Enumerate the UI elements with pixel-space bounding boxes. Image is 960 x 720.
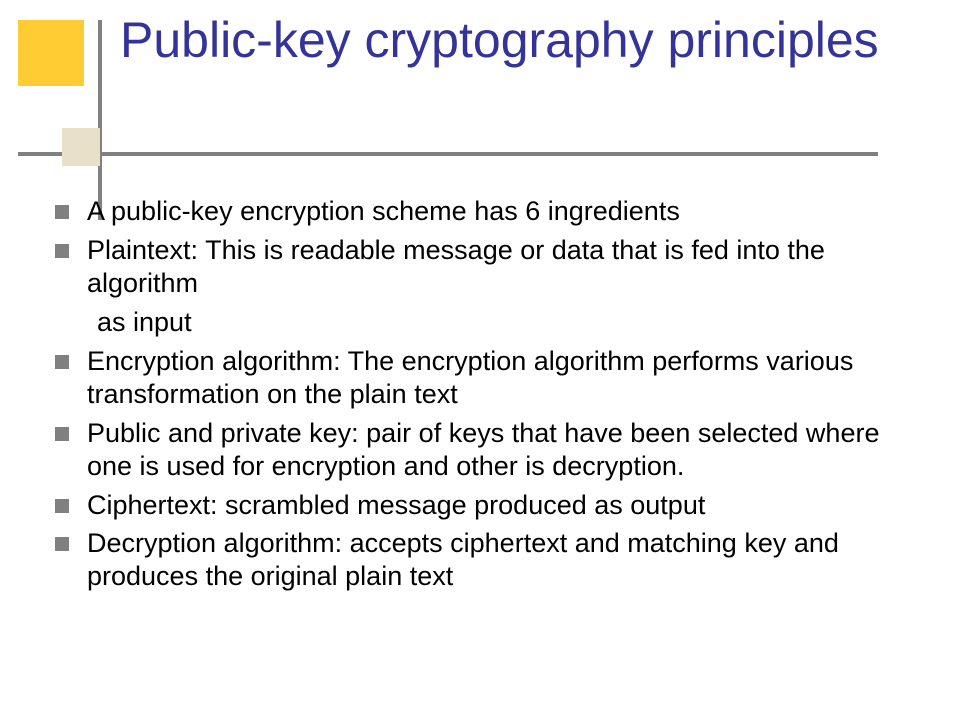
slide-title: Public-key cryptography principles [120, 12, 879, 70]
slide-body: A public-key encryption scheme has 6 ing… [55, 195, 910, 599]
accent-square-light [62, 128, 100, 166]
list-item-text: Decryption algorithm: accepts ciphertext… [87, 527, 910, 593]
bullet-icon [55, 427, 69, 441]
list-item: Decryption algorithm: accepts ciphertext… [55, 527, 910, 593]
list-item: Public and private key: pair of keys tha… [55, 417, 910, 483]
bullet-icon [55, 355, 69, 369]
bullet-icon [55, 244, 69, 258]
list-item: Plaintext: This is readable message or d… [55, 234, 910, 300]
bullet-icon [55, 499, 69, 513]
list-item-text: A public-key encryption scheme has 6 ing… [87, 195, 680, 228]
accent-square-yellow [18, 20, 84, 86]
list-item: A public-key encryption scheme has 6 ing… [55, 195, 910, 228]
vertical-line [98, 20, 102, 220]
list-item-continuation: as input [97, 306, 910, 339]
horizontal-line [18, 152, 878, 156]
list-item-text: Ciphertext: scrambled message produced a… [87, 489, 705, 522]
list-item: Encryption algorithm: The encryption alg… [55, 345, 910, 411]
bullet-icon [55, 205, 69, 219]
list-item: Ciphertext: scrambled message produced a… [55, 489, 910, 522]
bullet-icon [55, 537, 69, 551]
list-item-text: Encryption algorithm: The encryption alg… [87, 345, 910, 411]
list-item-text: Plaintext: This is readable message or d… [87, 234, 910, 300]
list-item-text: Public and private key: pair of keys tha… [87, 417, 910, 483]
